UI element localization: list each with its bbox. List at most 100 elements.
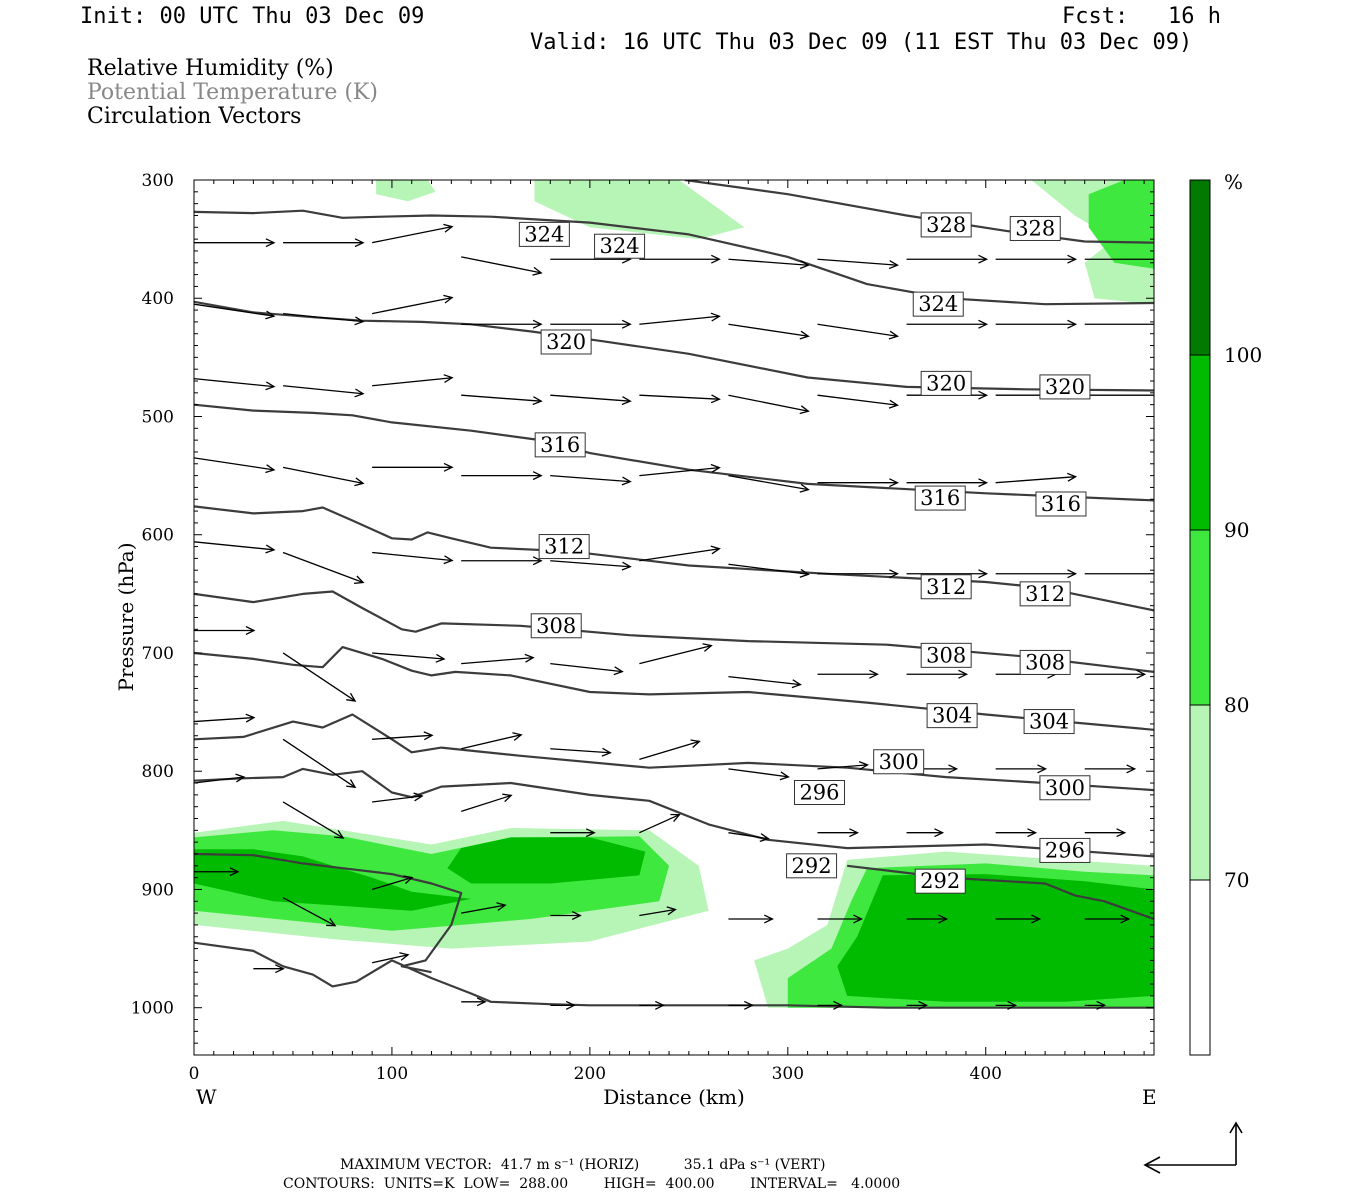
circulation-vector: [550, 394, 632, 406]
theta-label-box-320: [540, 329, 592, 355]
circulation-vector: [728, 474, 810, 493]
circulation-vector: [817, 258, 899, 270]
circulation-vector: [194, 378, 276, 391]
theta-label-box-324: [518, 221, 570, 247]
theta-label-box-308: [920, 642, 972, 668]
circulation-vector: [817, 914, 863, 924]
y-tick-label: 400: [142, 289, 174, 309]
theta-label-320: 320: [1045, 375, 1085, 399]
theta-label-312: 312: [544, 535, 584, 559]
theta-label-296: 296: [1045, 838, 1085, 862]
y-tick-label: 700: [142, 644, 174, 664]
theta-label-328: 328: [926, 213, 966, 237]
y-tick-label: 900: [142, 880, 174, 900]
theta-label-312: 312: [1025, 582, 1065, 606]
circulation-vector: [728, 1000, 754, 1010]
theta-label-300: 300: [1045, 776, 1085, 800]
theta-label-box-328: [920, 212, 972, 238]
circulation-vector: [639, 545, 721, 562]
circulation-vector: [194, 867, 240, 877]
rh-region-90-3: [447, 837, 646, 884]
field-circulation-vectors: Circulation Vectors: [87, 104, 302, 129]
circulation-vector: [550, 911, 582, 920]
y-tick-label: 600: [142, 526, 174, 546]
circulation-vector: [372, 223, 454, 244]
reference-vector-icon: [1143, 1121, 1243, 1174]
circulation-vector: [282, 738, 357, 789]
circulation-vectors: [194, 223, 1154, 1010]
circulation-vector: [817, 669, 879, 679]
theta-label-300: 300: [879, 750, 919, 774]
circulation-vector: [461, 256, 543, 276]
colorbar-frame: [1189, 179, 1211, 1056]
colorbar-swatch: [1190, 530, 1210, 705]
circulation-vector: [728, 563, 810, 578]
theta-contour-320: [194, 300, 1154, 392]
field-potential-temperature: Potential Temperature (K): [87, 80, 378, 105]
circulation-vector: [728, 768, 790, 781]
theta-label-308: 308: [1025, 650, 1065, 674]
theta-label-316: 316: [920, 486, 960, 510]
theta-label-box-292: [914, 868, 966, 894]
circulation-vector: [639, 739, 701, 761]
circulation-vector: [194, 541, 276, 554]
circulation-vector: [995, 764, 1048, 774]
circulation-vector: [995, 1000, 1018, 1010]
theta-label-box-316: [914, 485, 966, 511]
circulation-vector: [194, 626, 256, 635]
y-tick-label: 300: [142, 171, 174, 191]
x-axis-title: Distance (km): [603, 1085, 745, 1109]
circulation-vector: [728, 394, 810, 415]
circulation-vector: [550, 319, 632, 329]
circulation-vector: [995, 472, 1078, 484]
field-relative-humidity: Relative Humidity (%): [87, 56, 334, 81]
colorbar-label: 70: [1224, 868, 1249, 892]
circulation-vector: [817, 323, 899, 340]
theta-label-324: 324: [524, 222, 564, 246]
circulation-vector: [639, 1000, 665, 1010]
circulation-vector: [995, 319, 1078, 329]
circulation-vector: [550, 747, 612, 757]
y-tick-label: 800: [142, 762, 174, 782]
theta-label-box-312: [538, 534, 590, 560]
theta-label-304: 304: [932, 704, 972, 728]
max-vector-note: MAXIMUM VECTOR: 41.7 m s⁻¹ (HORIZ) 35.1 …: [340, 1157, 826, 1173]
x-tick-label: 300: [772, 1064, 804, 1084]
theta-contour-300: [194, 713, 1154, 792]
circulation-vector: [550, 1000, 576, 1010]
circulation-vector: [728, 832, 770, 843]
theta-label-304: 304: [1029, 710, 1069, 734]
circulation-vector: [372, 652, 446, 663]
theta-label-324: 324: [600, 234, 640, 258]
circulation-vector: [194, 457, 276, 474]
contours-note: CONTOURS: UNITS=K LOW= 288.00 HIGH= 400.…: [283, 1176, 901, 1192]
circulation-vector: [906, 669, 969, 679]
circulation-vector: [461, 471, 543, 481]
circulation-vector: [995, 914, 1042, 924]
theta-label-box-300: [873, 749, 925, 775]
colorbar-swatch: [1190, 355, 1210, 530]
theta-label-box-328: [1009, 215, 1061, 241]
circulation-vector: [283, 385, 365, 398]
circulation-vector: [371, 875, 414, 891]
theta-label-box-312: [920, 574, 972, 600]
theta-label-292: 292: [792, 854, 832, 878]
theta-label-box-320: [920, 370, 972, 396]
theta-label-316: 316: [540, 433, 580, 457]
circulation-vector: [995, 569, 1078, 579]
circulation-vector: [906, 319, 989, 329]
x-end-label-east: E: [1142, 1085, 1157, 1109]
circulation-vector: [372, 374, 454, 387]
theta-label-312: 312: [926, 575, 966, 599]
y-tick-label: 1000: [131, 999, 174, 1019]
circulation-vector: [639, 312, 721, 325]
theta-contour-304: [194, 645, 1154, 731]
circulation-vector: [550, 560, 632, 571]
circulation-vector: [906, 1000, 929, 1010]
circulation-vector: [194, 773, 246, 784]
circulation-vector: [639, 394, 721, 404]
circulation-vector: [1084, 1000, 1107, 1010]
circulation-vector: [817, 828, 859, 838]
circulation-vector: [817, 394, 899, 409]
